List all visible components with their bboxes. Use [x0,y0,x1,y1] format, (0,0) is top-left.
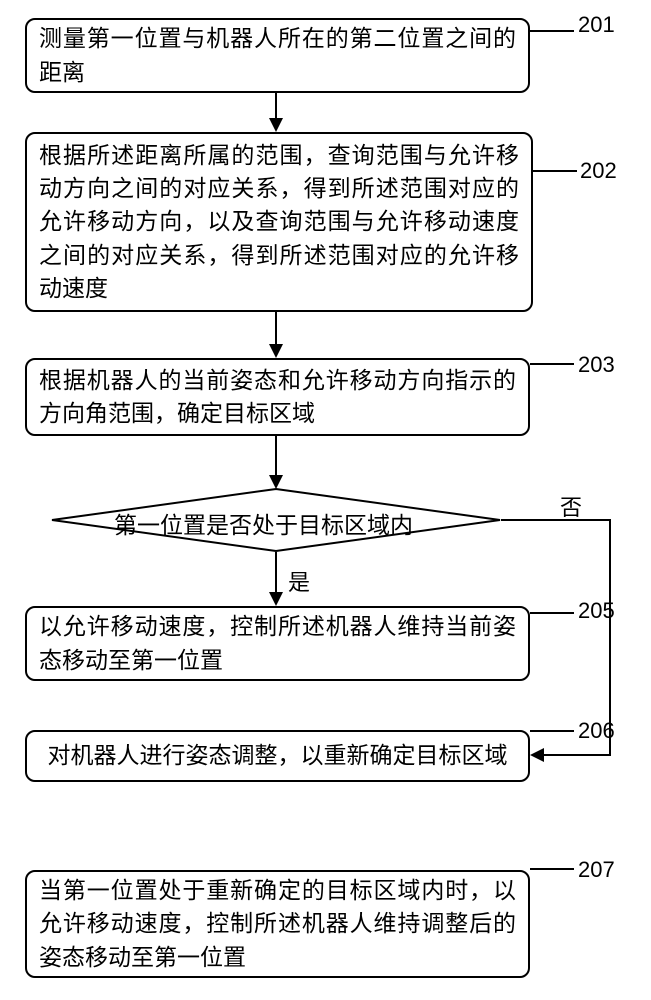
arrow-201-202 [275,93,277,120]
ref-tick-205 [530,612,574,614]
arrow-203-204 [275,436,277,478]
process-text-205: 以允许移动速度，控制所述机器人维持当前姿态移动至第一位置 [39,610,516,677]
decision-text-204: 第一位置是否处于目标区域内 [114,506,413,540]
ref-tick-207 [530,868,574,870]
ref-label-206: 206 [578,718,615,744]
process-box-206: 对机器人进行姿态调整，以重新确定目标区域 [25,730,530,782]
ref-label-205: 205 [578,598,615,624]
arrowhead-204-205 [269,592,283,606]
process-text-201: 测量第一位置与机器人所在的第二位置之间的距离 [39,22,516,89]
process-text-203: 根据机器人的当前姿态和允许移动方向指示的方向角范围，确定目标区域 [39,364,516,431]
process-box-207: 当第一位置处于重新确定的目标区域内时，以允许移动速度，控制所述机器人维持调整后的… [25,870,530,978]
ref-label-202: 202 [580,158,617,184]
ref-tick-203 [530,363,574,365]
ref-label-201: 201 [578,12,615,38]
arrow-204-205 [275,552,277,594]
ref-tick-201 [530,30,574,32]
arrowhead-202-203 [269,344,283,358]
no-arrowhead [530,748,544,762]
ref-label-207: 207 [578,857,615,883]
process-text-202: 根据所述距离所属的范围，查询范围与允许移动方向之间的对应关系，得到所述范围对应的… [39,139,519,306]
process-box-205: 以允许移动速度，控制所述机器人维持当前姿态移动至第一位置 [25,606,530,681]
no-hline-2 [544,754,611,756]
process-box-202: 根据所述距离所属的范围，查询范围与允许移动方向之间的对应关系，得到所述范围对应的… [25,132,533,312]
ref-label-203: 203 [578,352,615,378]
process-text-207: 当第一位置处于重新确定的目标区域内时，以允许移动速度，控制所述机器人维持调整后的… [39,874,516,974]
branch-label-no: 否 [560,490,582,522]
arrow-202-203 [275,312,277,346]
process-box-203: 根据机器人的当前姿态和允许移动方向指示的方向角范围，确定目标区域 [25,358,530,436]
process-text-206: 对机器人进行姿态调整，以重新确定目标区域 [48,739,508,772]
no-hline-1 [501,519,611,521]
ref-tick-202 [533,170,577,172]
branch-label-yes: 是 [288,565,310,597]
arrowhead-203-204 [269,475,283,489]
arrowhead-201-202 [269,118,283,132]
ref-tick-206 [530,730,574,732]
process-box-201: 测量第一位置与机器人所在的第二位置之间的距离 [25,18,530,93]
